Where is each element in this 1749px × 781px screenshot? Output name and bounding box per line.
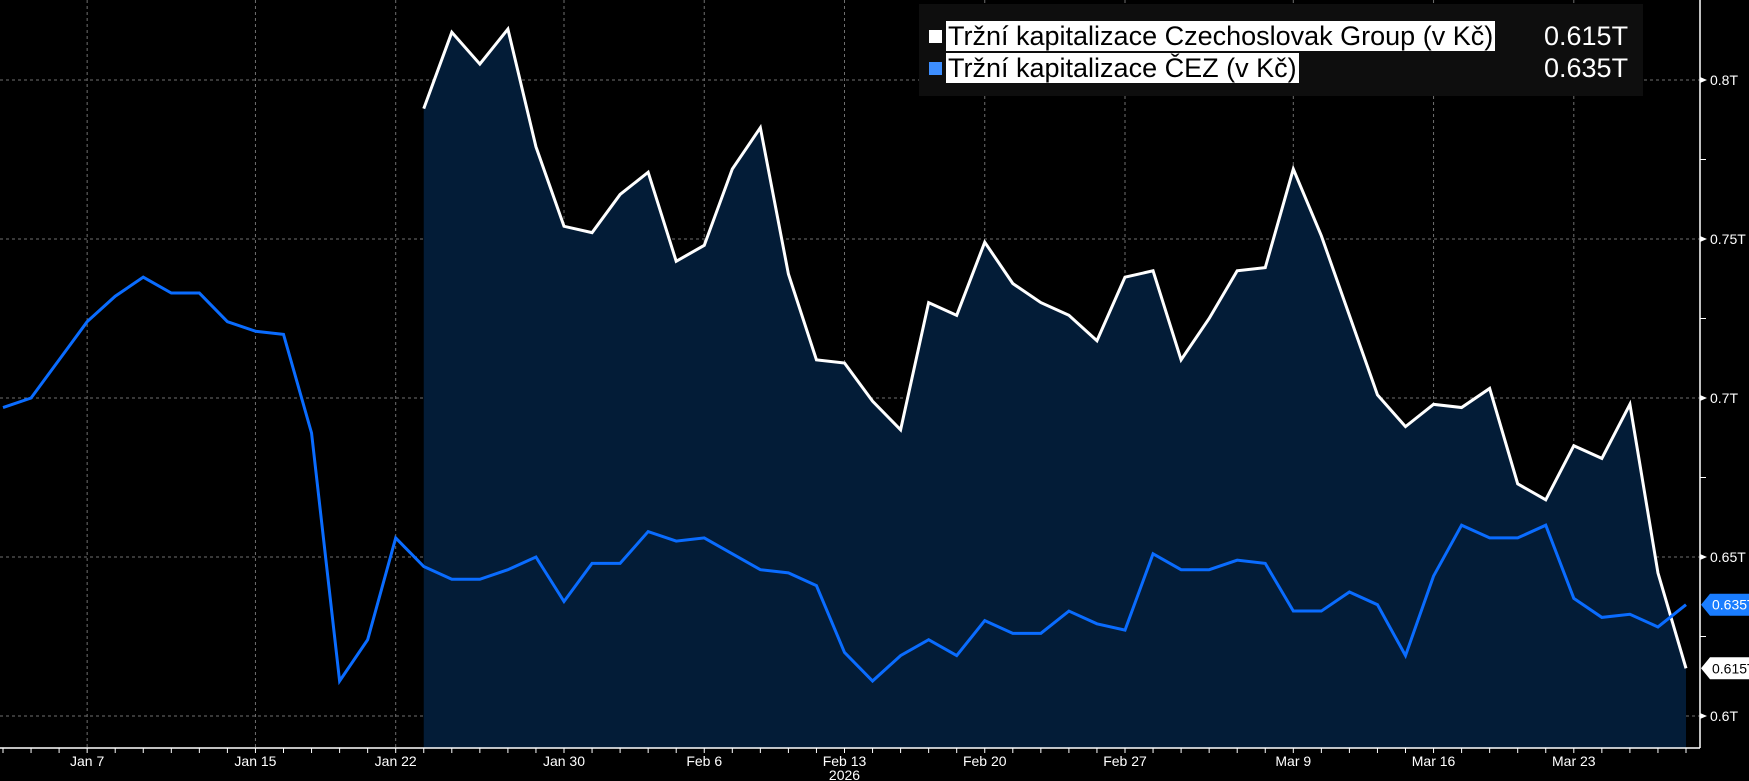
y-tick-label: 0.8T bbox=[1710, 72, 1738, 88]
x-tick-label: Mar 16 bbox=[1412, 753, 1456, 769]
x-tick-label: Feb 6 bbox=[686, 753, 722, 769]
y-tick-label: 0.6T bbox=[1710, 708, 1738, 724]
x-tick-label: Feb 20 bbox=[963, 753, 1007, 769]
series-line-0 bbox=[422, 25, 1688, 669]
x-tick-label: Jan 7 bbox=[70, 753, 104, 769]
x-tick-label: Mar 9 bbox=[1275, 753, 1311, 769]
legend-swatch-cez bbox=[929, 61, 942, 75]
value-tag-1 bbox=[1701, 593, 1749, 616]
legend-item-csg[interactable]: Tržní kapitalizace Czechoslovak Group (v… bbox=[929, 21, 1496, 51]
y-tick-pointer bbox=[1700, 395, 1707, 401]
y-tick-pointer bbox=[1700, 236, 1707, 242]
legend-label-cez: Tržní kapitalizace ČEZ (v Kč) bbox=[946, 53, 1299, 83]
legend-item-cez[interactable]: Tržní kapitalizace ČEZ (v Kč) bbox=[929, 53, 1299, 83]
x-tick-label: Feb 27 bbox=[1103, 753, 1147, 769]
x-tick-label: Mar 23 bbox=[1552, 753, 1596, 769]
legend-label-csg: Tržní kapitalizace Czechoslovak Group (v… bbox=[946, 21, 1496, 51]
legend: Tržní kapitalizace Czechoslovak Group (v… bbox=[919, 4, 1643, 96]
legend-value-csg: 0.615T bbox=[1544, 21, 1629, 51]
y-tick-pointer bbox=[1700, 554, 1707, 560]
y-tick-label: 0.65T bbox=[1710, 549, 1746, 565]
legend-value-cez: 0.635T bbox=[1544, 53, 1629, 83]
x-tick-label: Jan 30 bbox=[543, 753, 585, 769]
y-tick-pointer bbox=[1700, 77, 1707, 83]
last-value-tags: 0.615T 0.635T bbox=[1701, 593, 1749, 680]
series-line-1 bbox=[2, 275, 1687, 686]
y-tick-pointer bbox=[1700, 713, 1707, 719]
value-tag-label-1: 0.635T bbox=[1712, 597, 1749, 613]
legend-swatch-csg bbox=[929, 29, 942, 43]
x-tick-label: Jan 15 bbox=[234, 753, 276, 769]
area-fills bbox=[423, 29, 1686, 749]
x-tick-label: Jan 22 bbox=[375, 753, 417, 769]
value-tag-0 bbox=[1701, 657, 1749, 680]
x-year-label: 2026 bbox=[829, 767, 860, 781]
value-tag-label-0: 0.615T bbox=[1712, 660, 1749, 676]
y-tick-label: 0.7T bbox=[1710, 390, 1738, 406]
series-lines bbox=[2, 25, 1688, 686]
y-tick-label: 0.75T bbox=[1710, 231, 1746, 247]
x-tick-label: Feb 13 bbox=[823, 753, 867, 769]
area-fill-series-0 bbox=[423, 29, 1686, 749]
